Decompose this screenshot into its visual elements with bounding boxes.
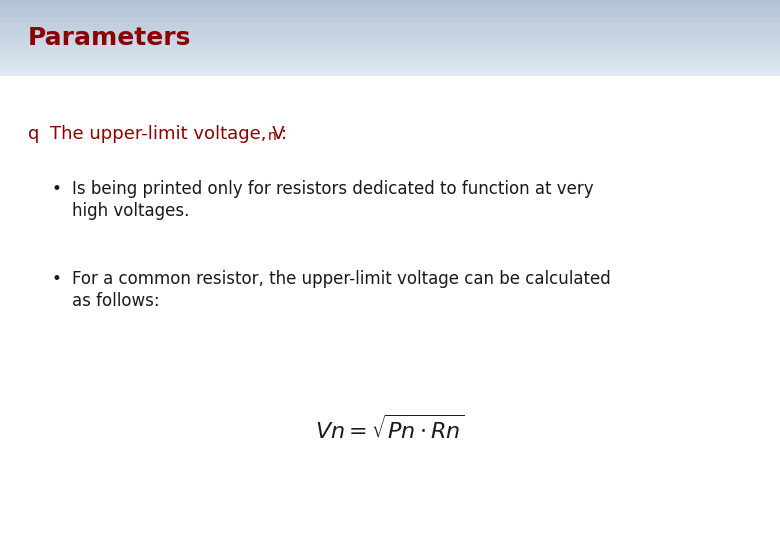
Text: For a common resistor, the upper-limit voltage can be calculated: For a common resistor, the upper-limit v… [72, 270, 611, 288]
Bar [0, 8, 780, 10]
Bar [0, 67, 780, 69]
Bar [0, 3, 780, 5]
Bar [0, 45, 780, 47]
Bar [0, 65, 780, 67]
Bar [0, 63, 780, 65]
Bar [0, 46, 780, 48]
Bar [0, 43, 780, 44]
Bar [0, 18, 780, 20]
Bar [0, 15, 780, 17]
Text: $Vn = \sqrt{Pn \cdot Rn}$: $Vn = \sqrt{Pn \cdot Rn}$ [315, 416, 465, 444]
Bar [0, 21, 780, 23]
Bar [0, 29, 780, 31]
Bar [0, 0, 780, 1]
Bar [0, 24, 780, 26]
Bar [0, 73, 780, 75]
Bar [0, 4, 780, 6]
Bar [0, 57, 780, 59]
Bar [0, 58, 780, 60]
Bar [0, 0, 780, 2]
Bar [0, 54, 780, 56]
Bar [0, 1, 780, 3]
Bar [0, 68, 780, 70]
Bar [0, 6, 780, 9]
Bar [0, 64, 780, 66]
Bar [0, 32, 780, 34]
Bar [0, 39, 780, 40]
Bar [0, 22, 780, 24]
Text: •: • [52, 180, 62, 198]
Bar [0, 60, 780, 62]
Bar [0, 2, 780, 4]
Bar [0, 19, 780, 21]
Bar [0, 53, 780, 55]
Bar [0, 76, 780, 540]
Bar [0, 5, 780, 8]
Bar [0, 48, 780, 50]
Bar [0, 62, 780, 63]
Bar [0, 58, 780, 59]
Bar [0, 16, 780, 18]
Bar [0, 36, 780, 38]
Bar [0, 66, 780, 68]
Bar [0, 72, 780, 74]
Bar [0, 34, 780, 36]
Bar [0, 51, 780, 53]
Bar [0, 33, 780, 35]
Bar [0, 59, 780, 62]
Bar [0, 11, 780, 13]
Bar [0, 28, 780, 29]
Bar [0, 40, 780, 43]
Bar [0, 5, 780, 6]
Bar [0, 42, 780, 44]
Bar [0, 38, 780, 40]
Bar [0, 43, 780, 45]
Bar [0, 55, 780, 57]
Text: Is being printed only for resistors dedicated to function at very: Is being printed only for resistors dedi… [72, 180, 594, 198]
Bar [0, 62, 780, 64]
Bar [0, 14, 780, 16]
Text: The upper-limit voltage, V: The upper-limit voltage, V [50, 125, 285, 143]
Text: :: : [281, 125, 287, 143]
Bar [0, 10, 780, 12]
Bar [0, 37, 780, 39]
Bar [0, 28, 780, 30]
Text: q: q [28, 125, 39, 143]
Bar [0, 50, 780, 52]
Bar [0, 24, 780, 25]
Bar [0, 13, 780, 15]
Bar [0, 30, 780, 32]
Bar [0, 20, 780, 22]
Bar [0, 23, 780, 25]
Text: n: n [268, 129, 277, 143]
Bar [0, 9, 780, 10]
Bar [0, 71, 780, 73]
Bar [0, 44, 780, 46]
Bar [0, 49, 780, 51]
Text: •: • [52, 270, 62, 288]
Bar [0, 47, 780, 49]
Bar [0, 26, 780, 28]
Text: as follows:: as follows: [72, 292, 160, 310]
Text: high voltages.: high voltages. [72, 202, 190, 220]
Text: Parameters: Parameters [28, 26, 191, 50]
Bar [0, 52, 780, 54]
Bar [0, 39, 780, 42]
Bar [0, 35, 780, 37]
Bar [0, 9, 780, 11]
Bar [0, 12, 780, 14]
Bar [0, 31, 780, 33]
Bar [0, 56, 780, 58]
Bar [0, 70, 780, 72]
Bar [0, 25, 780, 28]
Bar [0, 69, 780, 71]
Bar [0, 17, 780, 19]
